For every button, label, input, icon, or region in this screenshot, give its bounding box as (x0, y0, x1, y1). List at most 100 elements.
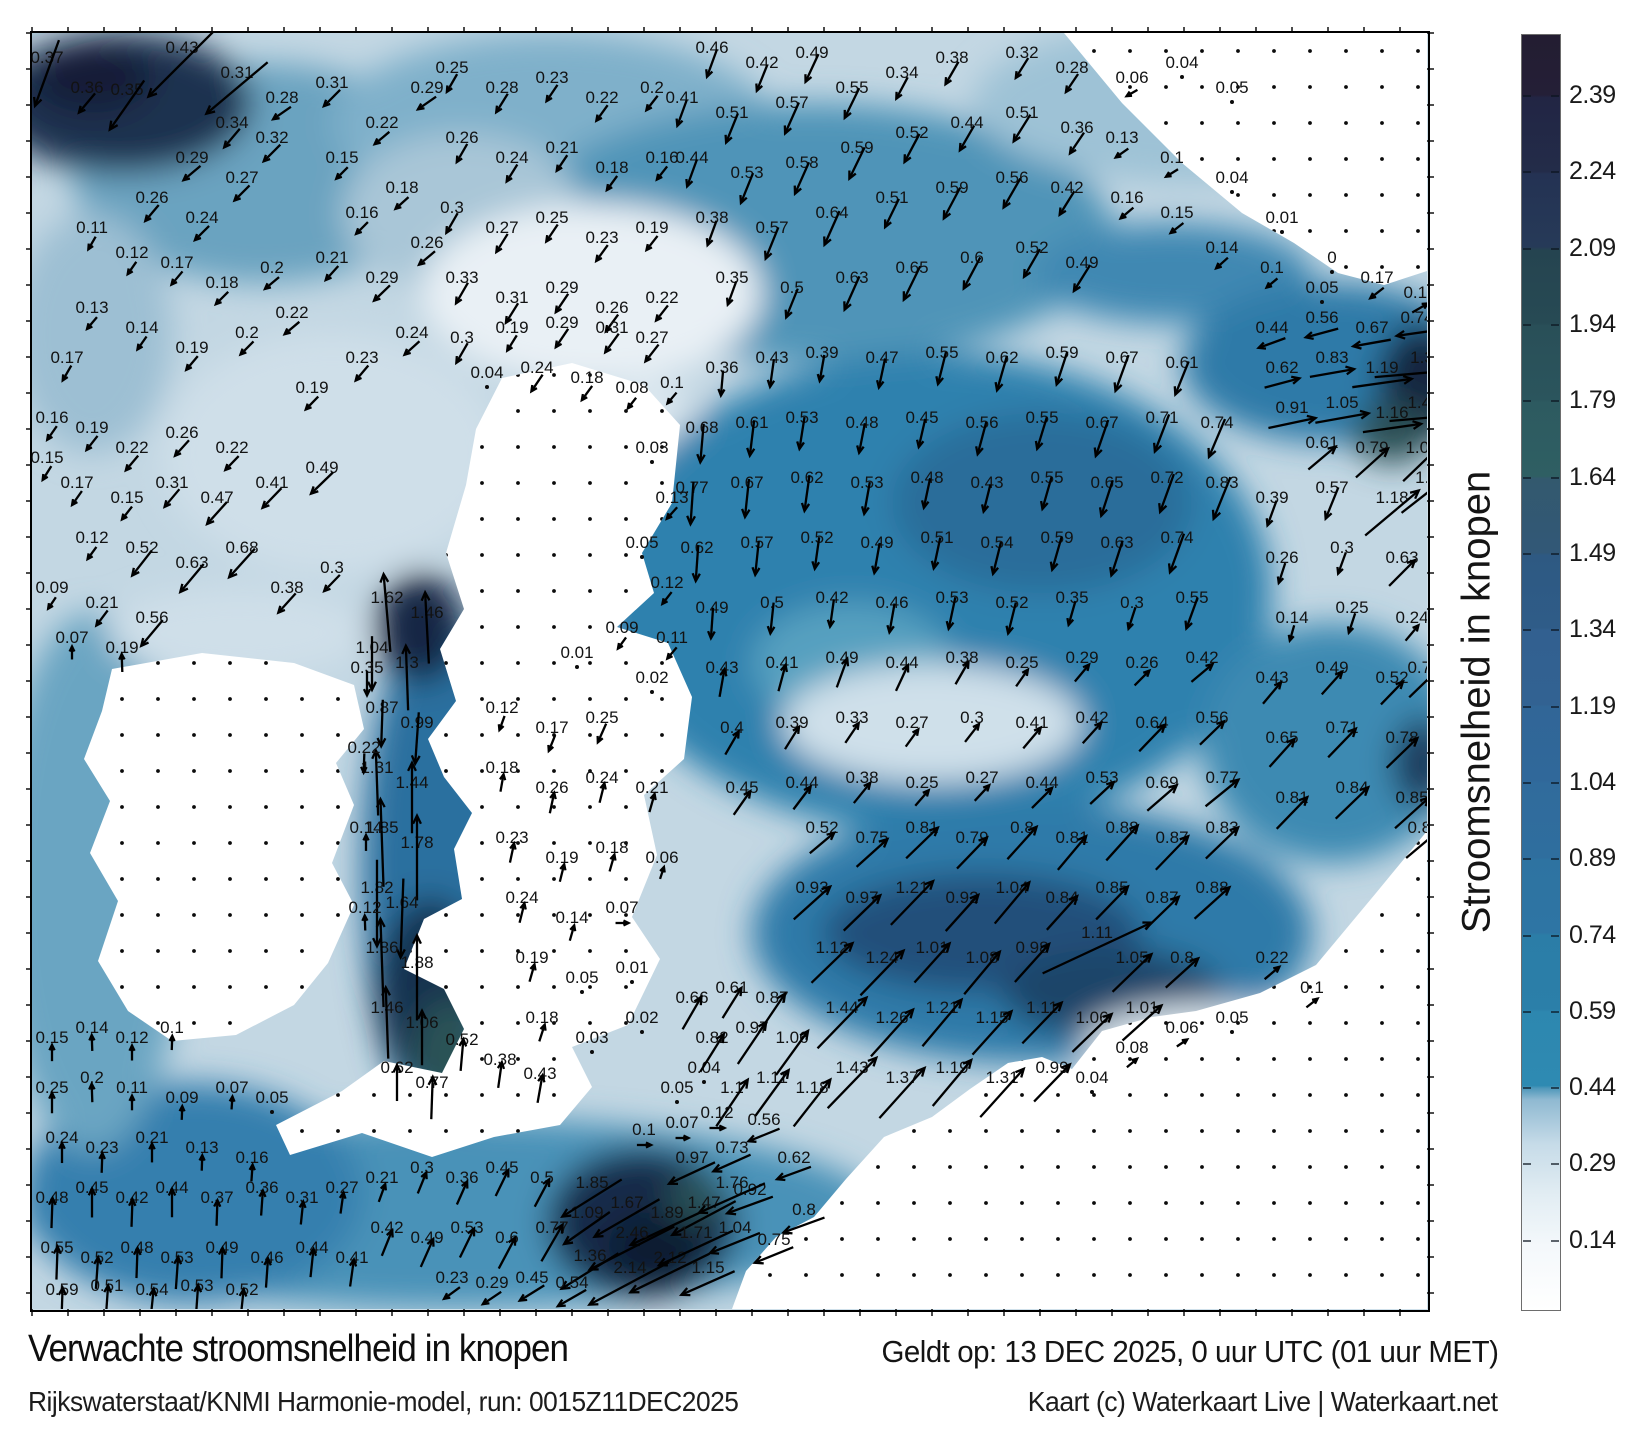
current-point: 0.68 (685, 418, 719, 465)
current-point: 0.71 (1145, 408, 1179, 455)
map-title: Verwachte stroomsnelheid in knopen (28, 1328, 569, 1370)
current-point: 1.44 (395, 760, 429, 834)
current-point: 0.26 (595, 298, 629, 334)
svg-text:0.46: 0.46 (695, 38, 728, 57)
svg-text:0.42: 0.42 (1075, 708, 1108, 727)
current-point: 0.52 (125, 538, 159, 578)
svg-text:1.09: 1.09 (570, 1203, 603, 1222)
svg-text:0.23: 0.23 (435, 1268, 468, 1287)
svg-text:0.22: 0.22 (115, 438, 148, 457)
svg-text:2.14: 2.14 (613, 1258, 646, 1277)
svg-text:0.75: 0.75 (855, 828, 888, 847)
svg-text:0.43: 0.43 (523, 1064, 556, 1083)
current-point: 0.35 (108, 79, 146, 132)
current-point: 1.19 (931, 1058, 973, 1107)
svg-text:0.09: 0.09 (35, 578, 68, 597)
svg-text:0.79: 0.79 (955, 828, 988, 847)
current-point: 0.52 (805, 818, 839, 855)
current-point: 1.05 (1111, 948, 1154, 993)
current-point: 0.19 (1403, 283, 1427, 314)
svg-text:0.1: 0.1 (1300, 978, 1324, 997)
svg-text:0.15: 0.15 (35, 1028, 68, 1047)
current-point: 0.12 (75, 528, 109, 562)
credit-line: Kaart (c) Waterkaart Live | Waterkaart.n… (1028, 1386, 1498, 1417)
current-point: 1.18 (1364, 488, 1421, 537)
svg-text:0.26: 0.26 (135, 188, 168, 207)
current-point: 0.22 (347, 738, 381, 776)
current-point: 0.19 (105, 638, 139, 673)
svg-text:0.28: 0.28 (265, 88, 298, 107)
svg-text:0.18: 0.18 (485, 758, 518, 777)
svg-text:0.44: 0.44 (675, 148, 708, 167)
current-point: 0.52 (995, 593, 1029, 637)
svg-text:0.43: 0.43 (755, 348, 788, 367)
current-point: 0.51 (875, 188, 909, 230)
current-point: 0.23 (585, 228, 619, 264)
current-point: 0.56 (1303, 308, 1339, 340)
svg-text:0.3: 0.3 (410, 1158, 434, 1177)
current-point: 0.69 (1145, 773, 1179, 812)
current-point: 0.88 (1193, 878, 1232, 920)
current-point: 0.16 (235, 1148, 269, 1182)
svg-text:1.06: 1.06 (1075, 1008, 1108, 1027)
svg-text:0.31: 0.31 (315, 73, 348, 92)
colorbar-tick-mark (1551, 95, 1559, 98)
land-norway (1064, 33, 1427, 285)
colorbar-tick-mark (1523, 705, 1531, 708)
svg-text:0.07: 0.07 (665, 1113, 698, 1132)
svg-text:0.85: 0.85 (1095, 878, 1128, 897)
svg-text:0.43: 0.43 (1255, 668, 1288, 687)
svg-text:1.3: 1.3 (1415, 468, 1439, 487)
colorbar-tick-label: 0.29 (1569, 1149, 1616, 1178)
svg-text:0.22: 0.22 (1255, 948, 1288, 967)
current-point: 0.26 (1125, 653, 1159, 687)
current-point: 0.19 (635, 218, 669, 253)
current-point: 0.25 (35, 1078, 69, 1114)
current-point: 0.56 (746, 1110, 781, 1143)
current-point: 0.67 (1350, 318, 1391, 350)
svg-text:0.31: 0.31 (285, 1188, 318, 1207)
current-point: 0.27 (225, 168, 259, 203)
svg-text:0.38: 0.38 (945, 648, 978, 667)
current-point: 0.17 (160, 253, 194, 287)
svg-text:0.61: 0.61 (1165, 353, 1198, 372)
svg-text:0.05: 0.05 (255, 1088, 288, 1107)
svg-text:0.8: 0.8 (1170, 948, 1194, 967)
current-point: 0.63 (1385, 548, 1419, 587)
svg-text:0.2: 0.2 (235, 323, 259, 342)
svg-text:0.14: 0.14 (1205, 238, 1238, 257)
svg-text:0.07: 0.07 (215, 1078, 248, 1097)
current-point: 0.17 (60, 473, 94, 508)
svg-text:0: 0 (1327, 248, 1336, 267)
current-point: 0.5 (530, 1168, 554, 1208)
svg-text:0.67: 0.67 (730, 473, 763, 492)
svg-text:0.64: 0.64 (815, 203, 848, 222)
current-point: 0.75 (752, 1230, 794, 1265)
current-point: 0.38 (483, 1050, 517, 1089)
svg-text:0.74: 0.74 (1400, 308, 1433, 327)
svg-text:0.97: 0.97 (845, 888, 878, 907)
current-point: 0.49 (205, 1238, 239, 1279)
svg-text:0.67: 0.67 (1105, 348, 1138, 367)
svg-text:0.56: 0.56 (135, 608, 168, 627)
svg-text:0.57: 0.57 (775, 93, 808, 112)
svg-text:1.67: 1.67 (610, 1193, 643, 1212)
svg-text:0.22: 0.22 (215, 438, 248, 457)
current-point: 0.26 (1265, 548, 1299, 586)
svg-text:0.19: 0.19 (175, 338, 208, 357)
current-point: 0.29 (175, 148, 209, 182)
current-point: 1.85 (560, 1173, 623, 1218)
current-point: 0.23 (535, 68, 569, 104)
svg-text:0.57: 0.57 (1315, 478, 1348, 497)
current-point: 0.74 (1200, 413, 1234, 460)
current-point: 0.14 (555, 908, 589, 941)
current-point: 0.61 (1165, 353, 1199, 397)
current-point: 0.05 (565, 968, 599, 994)
svg-text:0.36: 0.36 (70, 78, 103, 97)
svg-text:0.52: 0.52 (1375, 668, 1408, 687)
svg-text:0.25: 0.25 (1335, 598, 1368, 617)
svg-text:0.29: 0.29 (410, 78, 443, 97)
svg-text:0.18: 0.18 (570, 368, 603, 387)
current-point: 0.15 (32, 448, 64, 483)
current-point: 0.46 (250, 1248, 284, 1288)
